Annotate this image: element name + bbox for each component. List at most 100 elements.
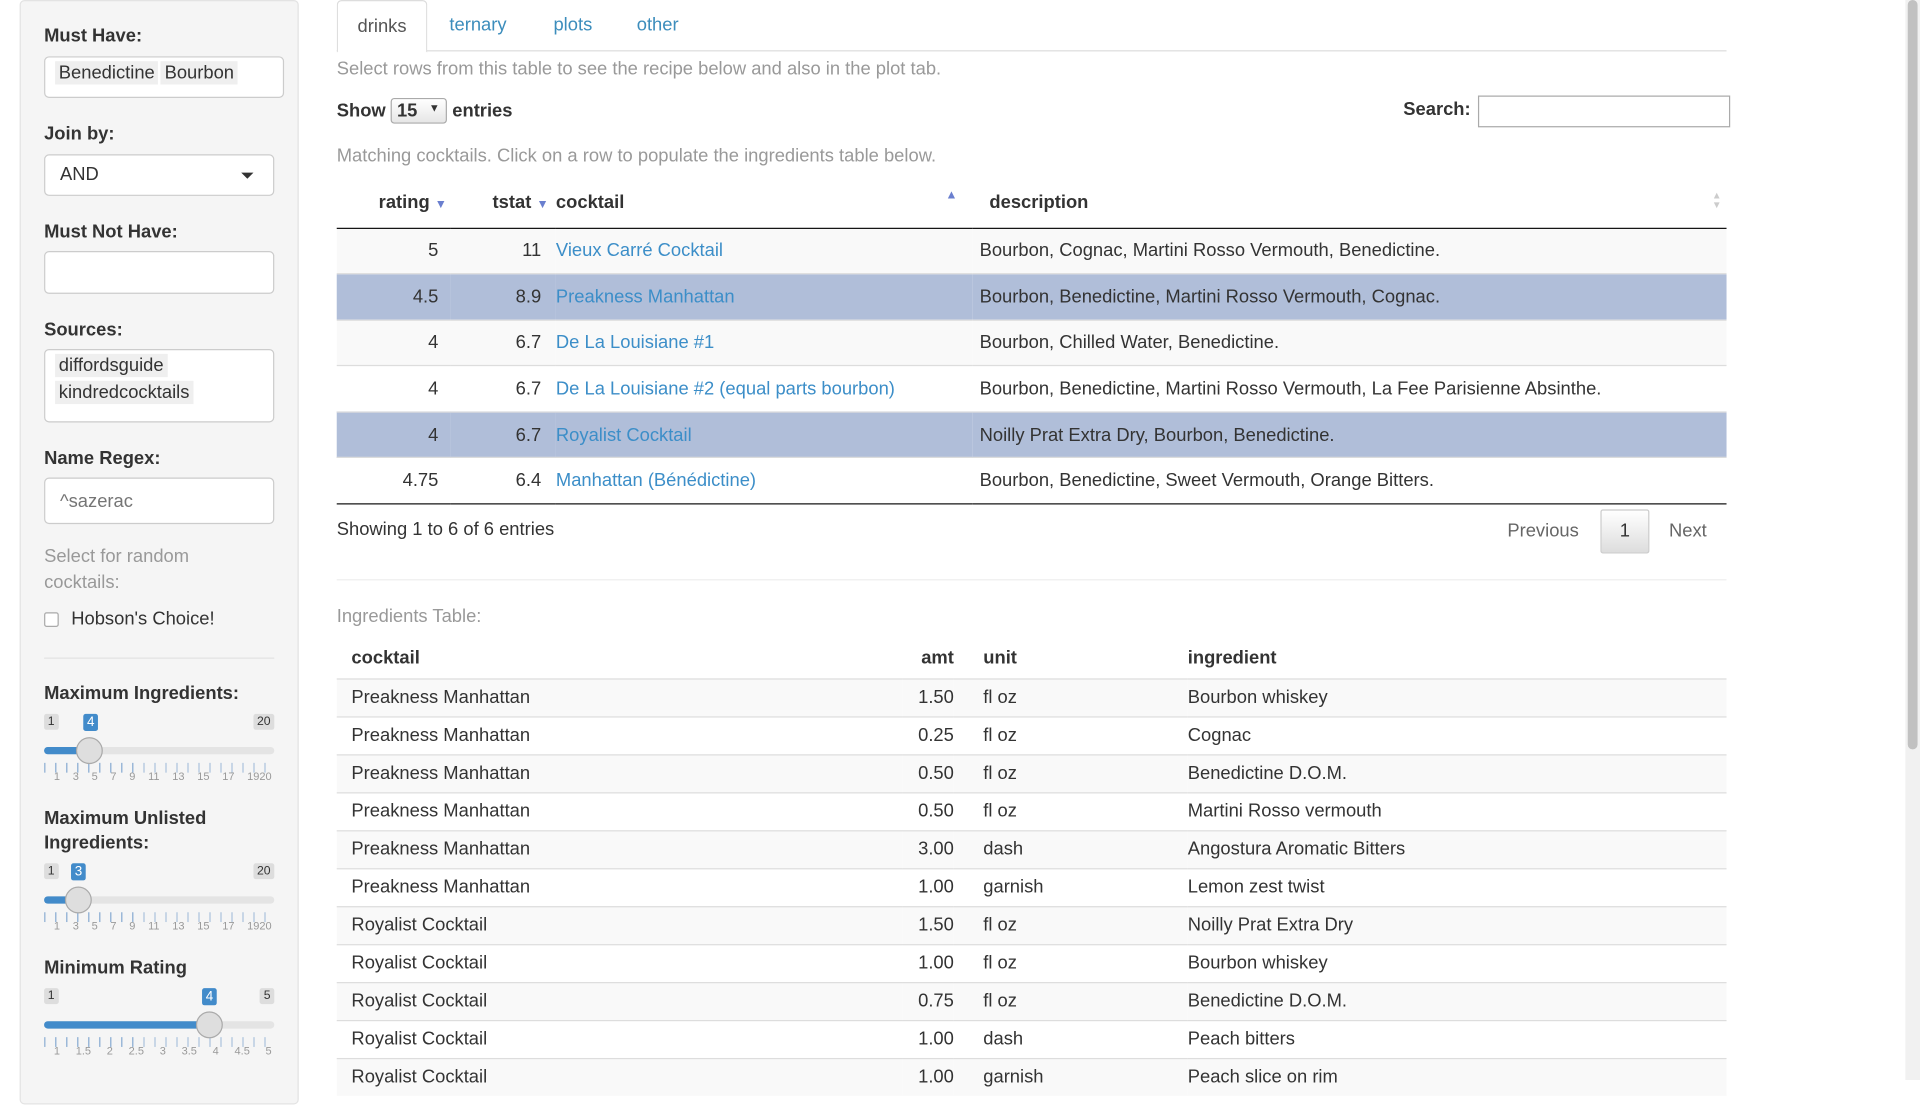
header-tstat[interactable]: tstat ▼ bbox=[492, 192, 549, 214]
drinks-table: rating ▼ tstat ▼ cocktail ▲ description ▲ ▼… bbox=[336, 179, 1727, 505]
cocktail-link[interactable]: Preakness Manhattan bbox=[555, 286, 735, 308]
scrollbar[interactable] bbox=[1905, 0, 1920, 1081]
sources-label: Sources: bbox=[44, 319, 123, 341]
join-label: Join by: bbox=[44, 123, 115, 145]
previous-button[interactable]: Previous bbox=[1507, 520, 1579, 542]
unit-cell: fl oz bbox=[983, 762, 1017, 784]
slider-handle[interactable] bbox=[195, 1011, 223, 1039]
cocktail-cell: Preakness Manhattan bbox=[351, 686, 531, 708]
amt-cell: 1.00 bbox=[918, 1028, 954, 1050]
cocktail-cell: Preakness Manhattan bbox=[556, 274, 972, 320]
tstat-cell: 6.4 bbox=[515, 470, 542, 492]
table-row[interactable]: 5 11 Vieux Carré Cocktail Bourbon, Cognac, … bbox=[336, 227, 1727, 274]
cocktail-cell: Preakness Manhattan bbox=[351, 876, 531, 898]
tstat-cell: 6.7 bbox=[515, 332, 542, 354]
page-1-button[interactable]: 1 bbox=[1600, 509, 1650, 554]
cocktail-cell: Preakness Manhattan bbox=[351, 800, 531, 822]
cocktail-cell: De La Louisiane #2 (equal parts bourbon) bbox=[556, 366, 972, 412]
hobson-checkbox[interactable]: Hobson's Choice! bbox=[44, 609, 215, 629]
slider-handle[interactable] bbox=[75, 737, 103, 765]
slider-handle[interactable] bbox=[64, 886, 92, 914]
intro-text: Select rows from this table to see the r… bbox=[336, 58, 942, 80]
cocktail-link[interactable]: Royalist Cocktail bbox=[555, 424, 692, 446]
header-cocktail[interactable]: cocktail ▲ bbox=[555, 188, 958, 214]
min-rating-slider[interactable]: 1 4 5 1 1.5 2 2.5 3 3.5 4 4.5 5 bbox=[44, 988, 275, 1074]
amt-cell: 1.50 bbox=[918, 914, 954, 936]
table-row: Preakness Manhattan 0.25 fl oz Cognac bbox=[336, 716, 1727, 754]
max-unlisted-slider[interactable]: 1 3 20 1 3 5 7 9 11 13 15 17 1920 bbox=[44, 863, 275, 949]
cocktail-cell: Manhattan (Bénédictine) bbox=[556, 458, 972, 504]
unit-cell: dash bbox=[983, 1028, 1024, 1050]
divider bbox=[336, 579, 1727, 581]
chip[interactable]: Benedictine bbox=[55, 61, 159, 85]
table-row: Preakness Manhattan 0.50 fl oz Martini Ross… bbox=[336, 792, 1727, 830]
cocktail-cell: Royalist Cocktail bbox=[351, 1028, 488, 1050]
amt-cell: 1.00 bbox=[918, 876, 954, 898]
unit-cell: fl oz bbox=[983, 724, 1017, 746]
slider-label: Maximum Ingredients: bbox=[44, 683, 240, 705]
slider-max: 5 bbox=[260, 988, 275, 1005]
unit-cell: fl oz bbox=[983, 800, 1017, 822]
unit-cell: garnish bbox=[983, 876, 1044, 898]
chip[interactable]: diffordsguide bbox=[55, 353, 168, 378]
search-input[interactable] bbox=[1477, 95, 1731, 128]
slider-max: 20 bbox=[253, 713, 275, 730]
header-description[interactable]: description ▲ ▼ bbox=[989, 189, 1722, 214]
caret-down-icon: ▼ bbox=[428, 101, 440, 114]
ingredient-cell: Noilly Prat Extra Dry bbox=[1187, 914, 1354, 936]
max-ingredients-slider[interactable]: 1 4 20 1 3 5 7 9 11 13 15 17 1920 bbox=[44, 713, 275, 800]
regex-label: Name Regex: bbox=[44, 448, 161, 469]
rating-cell: 4.5 bbox=[412, 286, 439, 308]
header-unit: unit bbox=[983, 648, 1017, 669]
rating-cell: 4 bbox=[428, 332, 439, 354]
must-have-input[interactable]: Benedictine Bourbon bbox=[44, 56, 285, 98]
next-button[interactable]: Next bbox=[1668, 520, 1707, 542]
ingredient-cell: Benedictine D.O.M. bbox=[1187, 990, 1348, 1012]
ingredients-table: cocktail amt unit ingredient Preakness M… bbox=[336, 639, 1727, 1096]
tstat-cell: 6.7 bbox=[515, 378, 542, 400]
table-info: Showing 1 to 6 of 6 entries bbox=[336, 519, 555, 541]
table-row[interactable]: 4 6.7 Royalist Cocktail Noilly Prat Extra D… bbox=[336, 411, 1727, 458]
amt-cell: 1.50 bbox=[918, 686, 954, 708]
ingredient-cell: Benedictine D.O.M. bbox=[1187, 762, 1348, 784]
header-amt: amt bbox=[921, 648, 954, 669]
cocktail-link[interactable]: De La Louisiane #2 (equal parts bourbon) bbox=[555, 378, 895, 400]
amt-cell: 1.00 bbox=[918, 1066, 954, 1088]
regex-input[interactable] bbox=[44, 477, 275, 525]
table-row[interactable]: 4.5 8.9 Preakness Manhattan Bourbon, Benedi… bbox=[336, 273, 1727, 320]
tab-other[interactable]: other bbox=[636, 14, 679, 36]
table-row[interactable]: 4 6.7 De La Louisiane #2 (equal parts bour… bbox=[336, 365, 1727, 412]
sources-input[interactable]: diffordsguide kindredcocktails bbox=[44, 348, 275, 423]
cocktail-cell: Vieux Carré Cocktail bbox=[556, 228, 972, 274]
join-select[interactable]: AND bbox=[44, 154, 275, 196]
tab-plots[interactable]: plots bbox=[553, 14, 593, 36]
scrollbar-thumb[interactable] bbox=[1907, 0, 1918, 750]
header-rating[interactable]: rating ▼ bbox=[378, 192, 447, 214]
slider-label: Minimum Rating bbox=[44, 957, 187, 979]
slider-value: 3 bbox=[71, 863, 86, 881]
cocktail-link[interactable]: Manhattan (Bénédictine) bbox=[555, 470, 757, 492]
cocktail-link[interactable]: De La Louisiane #1 bbox=[555, 332, 715, 354]
table-row: Preakness Manhattan 1.50 fl oz Bourbon whis… bbox=[336, 678, 1727, 717]
chip[interactable]: kindredcocktails bbox=[55, 380, 194, 405]
must-not-label: Must Not Have: bbox=[44, 221, 178, 243]
must-not-input[interactable] bbox=[44, 251, 275, 294]
slider-value: 4 bbox=[202, 988, 217, 1006]
cocktail-cell: Preakness Manhattan bbox=[351, 838, 531, 860]
tab-ternary[interactable]: ternary bbox=[449, 14, 507, 36]
amt-cell: 0.50 bbox=[918, 800, 954, 822]
rating-cell: 4 bbox=[428, 378, 439, 400]
table-row: Royalist Cocktail 1.00 garnish Peach slice … bbox=[336, 1057, 1727, 1096]
ingredient-cell: Peach bitters bbox=[1187, 1028, 1295, 1050]
entries-select[interactable]: 15 ▼ bbox=[390, 97, 448, 124]
join-value: AND bbox=[60, 164, 99, 185]
tstat-cell: 11 bbox=[522, 240, 542, 262]
table-row[interactable]: 4.75 6.4 Manhattan (Bénédictine) Bourbon, B… bbox=[336, 457, 1727, 504]
amt-cell: 3.00 bbox=[918, 838, 954, 860]
checkbox-icon[interactable] bbox=[44, 612, 59, 627]
slider-ticks: 1 3 5 7 9 11 13 15 17 1920 bbox=[53, 770, 272, 783]
table-row[interactable]: 4 6.7 De La Louisiane #1 Bourbon, Chilled W… bbox=[336, 319, 1727, 366]
cocktail-link[interactable]: Vieux Carré Cocktail bbox=[555, 240, 724, 262]
chip[interactable]: Bourbon bbox=[160, 61, 238, 85]
tab-drinks[interactable]: drinks bbox=[336, 0, 428, 53]
